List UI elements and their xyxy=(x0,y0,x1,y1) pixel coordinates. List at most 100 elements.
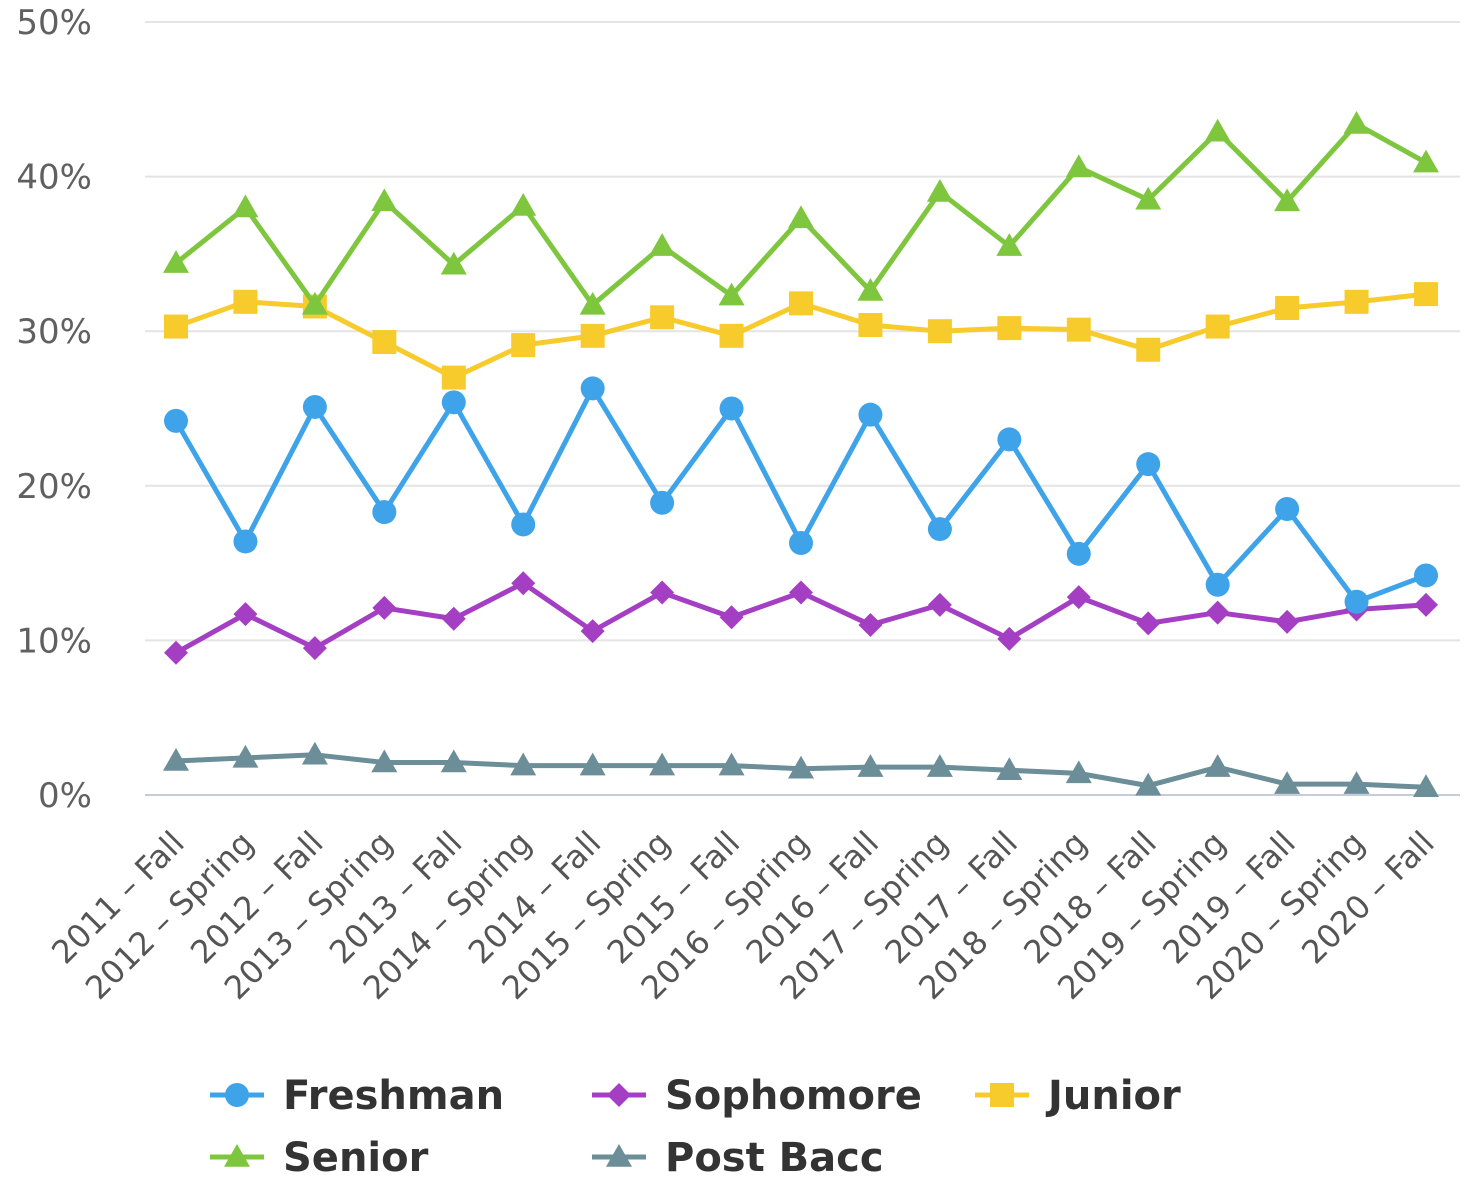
point-senior xyxy=(1065,154,1092,178)
point-junior xyxy=(719,323,744,348)
point-post-bacc xyxy=(857,754,884,777)
series-junior xyxy=(164,282,1438,390)
point-freshman xyxy=(511,512,536,537)
point-senior xyxy=(440,251,467,275)
point-junior xyxy=(1275,296,1300,321)
point-sophomore xyxy=(164,640,188,665)
point-sophomore xyxy=(858,612,883,637)
point-post-bacc xyxy=(371,749,398,773)
point-sophomore xyxy=(1066,585,1091,610)
point-post-bacc xyxy=(718,752,745,776)
point-senior xyxy=(1135,186,1162,210)
point-freshman xyxy=(927,517,952,542)
point-sophomore xyxy=(441,606,466,631)
point-sophomore xyxy=(1205,600,1230,625)
legend-marker xyxy=(225,1083,249,1107)
legend-marker xyxy=(224,1144,250,1167)
point-senior xyxy=(649,233,676,256)
point-post-bacc xyxy=(1065,760,1092,784)
point-senior xyxy=(718,282,745,306)
point-freshman xyxy=(1066,541,1091,566)
point-sophomore xyxy=(650,580,675,605)
point-post-bacc xyxy=(996,757,1023,781)
point-post-bacc xyxy=(163,747,189,771)
point-freshman xyxy=(1414,563,1438,588)
point-junior xyxy=(441,365,466,390)
point-senior xyxy=(1204,118,1231,142)
point-sophomore xyxy=(789,580,813,605)
point-junior xyxy=(858,313,883,338)
point-sophomore xyxy=(233,602,258,627)
point-senior xyxy=(301,291,328,315)
legend-label: Senior xyxy=(283,1135,429,1179)
y-tick-label: 0% xyxy=(38,776,92,816)
point-senior xyxy=(996,233,1023,256)
point-sophomore xyxy=(372,595,397,620)
point-post-bacc xyxy=(788,755,814,779)
point-freshman xyxy=(650,490,675,515)
point-freshman xyxy=(789,531,813,556)
series-senior xyxy=(163,111,1439,315)
point-post-bacc xyxy=(1204,754,1231,777)
point-senior xyxy=(788,205,814,229)
legend-item-post-bacc[interactable]: Post Bacc xyxy=(592,1135,884,1179)
point-junior xyxy=(927,319,952,344)
legend-marker xyxy=(607,1083,631,1107)
series-line-freshman xyxy=(173,385,1429,605)
y-tick-label: 50% xyxy=(16,3,92,43)
point-senior xyxy=(1413,149,1439,173)
legend-label: Freshman xyxy=(283,1073,504,1119)
point-post-bacc xyxy=(1343,771,1370,794)
point-junior xyxy=(1066,317,1091,342)
legend: Freshman Sophomore Junior Senior Post Bacc xyxy=(210,1073,1181,1179)
point-sophomore xyxy=(580,619,605,644)
point-freshman xyxy=(164,408,188,433)
legend-item-junior[interactable]: Junior xyxy=(975,1073,1181,1119)
point-freshman xyxy=(233,529,258,554)
point-freshman xyxy=(441,390,466,415)
point-junior xyxy=(789,291,813,316)
legend-item-freshman[interactable]: Freshman xyxy=(210,1073,504,1119)
point-freshman xyxy=(1136,452,1161,477)
y-tick-label: 10% xyxy=(16,621,92,661)
point-senior xyxy=(579,291,606,315)
point-senior xyxy=(510,192,537,216)
point-post-bacc xyxy=(1135,772,1162,796)
point-junior xyxy=(164,314,188,339)
gridlines xyxy=(145,21,1460,796)
point-sophomore xyxy=(1275,609,1300,634)
point-junior xyxy=(372,330,397,355)
point-post-bacc xyxy=(510,752,537,776)
point-freshman xyxy=(580,376,605,401)
point-sophomore xyxy=(1414,592,1438,617)
point-junior xyxy=(1414,282,1438,307)
series-post-bacc xyxy=(163,741,1439,798)
point-post-bacc xyxy=(1413,774,1439,798)
point-junior xyxy=(1344,289,1369,314)
point-post-bacc xyxy=(232,744,259,768)
point-junior xyxy=(580,323,605,348)
point-freshman xyxy=(1275,496,1300,521)
y-tick-label: 40% xyxy=(16,158,92,198)
legend-item-sophomore[interactable]: Sophomore xyxy=(592,1073,922,1119)
y-tick-label: 30% xyxy=(16,312,92,352)
point-senior xyxy=(857,278,884,301)
point-junior xyxy=(650,305,675,330)
point-junior xyxy=(1205,314,1230,339)
legend-item-senior[interactable]: Senior xyxy=(210,1135,429,1179)
point-sophomore xyxy=(997,626,1022,651)
point-freshman xyxy=(997,427,1022,452)
y-axis: 0% 10% 20% 30% 40% 50% xyxy=(16,3,92,816)
point-senior xyxy=(926,179,953,202)
point-sophomore xyxy=(1136,611,1161,636)
point-post-bacc xyxy=(1274,771,1301,794)
point-sophomore xyxy=(302,636,327,661)
legend-marker xyxy=(990,1083,1014,1107)
series-sophomore xyxy=(164,571,1438,665)
point-junior xyxy=(1136,337,1161,362)
point-sophomore xyxy=(719,605,744,630)
legend-marker xyxy=(606,1144,632,1167)
point-post-bacc xyxy=(301,741,328,765)
